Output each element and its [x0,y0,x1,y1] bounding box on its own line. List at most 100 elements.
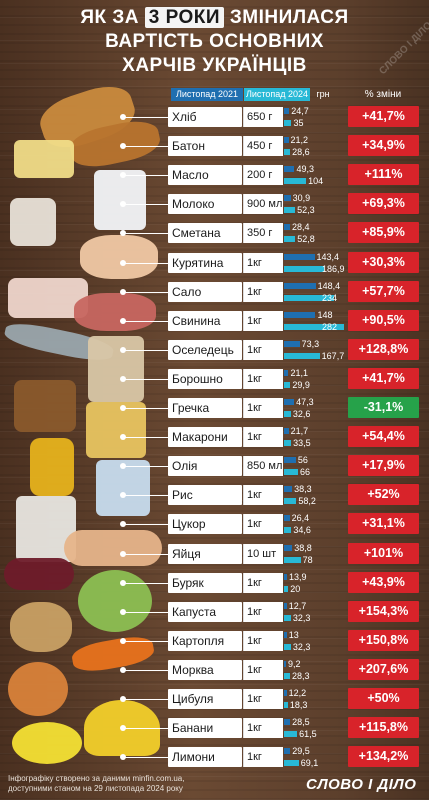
pointer-line [124,524,168,526]
product-unit: 10 шт [243,543,283,564]
value-label-nov-2021: 73,3 [301,338,320,349]
pointer-line [124,553,168,555]
product-name: Олія [168,456,242,477]
pointer-line [124,146,168,148]
table-row: Сало 1кг 148,4 234 +57,7% [0,278,429,306]
lemon-illustration [12,722,82,764]
table-row: Хліб 650 г 24,7 35 +41,7% [0,103,429,131]
bar-nov-2021 [284,457,296,464]
bar-nov-2024 [284,731,298,738]
pointer-dot [120,143,126,150]
table-row: Морква 1кг 9,2 28,3 +207,6% [0,656,429,684]
onion-illustration [8,662,68,716]
table-row: Капуста 1кг 12,7 32,3 +154,3% [0,598,429,626]
product-unit: 1кг [243,630,283,651]
change-badge: +85,9% [348,222,419,244]
product-unit: 1кг [243,485,283,506]
product-name: Курятина [168,252,242,273]
bar-nov-2024 [284,440,292,447]
table-row: Молоко 900 мл 30,9 52,3 +69,3% [0,190,429,218]
table-row: Яйця 10 шт 38,8 78 +101% [0,540,429,568]
product-unit: 850 мл [243,456,283,477]
bar-nov-2021 [284,748,291,755]
pointer-line [124,466,168,468]
product-unit: 1кг [243,659,283,680]
bar-nov-2021 [284,544,293,551]
pointer-line [124,175,168,177]
pointer-line [124,233,168,235]
product-name: Свинина [168,310,242,331]
product-name: Капуста [168,601,242,622]
table-row: Банани 1кг 28,5 61,5 +115,8% [0,714,429,742]
bar-nov-2021 [284,108,290,114]
table-row: Буряк 1кг 13,9 20 +43,9% [0,569,429,597]
value-label-nov-2024: 34,6 [293,525,311,536]
value-label-nov-2024: 35 [293,118,304,128]
bar-nov-2021 [284,399,295,405]
value-label-nov-2021: 21,2 [290,135,309,146]
product-name: Батон [168,136,242,157]
bar-nov-2024 [284,702,288,708]
product-unit: 1кг [243,339,283,360]
value-label-nov-2024: 52,3 [297,205,315,216]
value-label-nov-2021: 148 [317,309,333,320]
bar-nov-2021 [284,253,315,260]
product-name: Оселедець [168,339,242,360]
potato-illustration [10,602,72,652]
pointer-dot [120,521,126,528]
bar-nov-2024 [284,643,291,650]
bar-nov-2024 [284,149,291,156]
pointer-line [124,291,168,293]
bar-nov-2021 [284,428,289,435]
bar-nov-2021 [284,515,290,522]
value-label-nov-2021: 38,8 [294,542,312,553]
table-row: Макарони 1кг 21,7 33,5 +54,4% [0,423,429,451]
pointer-dot [120,725,126,732]
table-row: Гречка 1кг 47,3 32,6 -31,1% [0,394,429,422]
product-name: Сметана [168,223,242,244]
value-label-nov-2024: 18,3 [289,700,308,710]
pointer-dot [120,114,126,120]
value-label-nov-2021: 29,5 [292,746,310,757]
bar-nov-2021 [284,311,316,318]
change-badge: +54,4% [348,426,419,448]
chicken-illustration [80,235,158,279]
value-label-nov-2021: 21,7 [290,426,309,437]
pointer-line [124,437,168,439]
pointer-dot [120,346,126,353]
product-unit: 450 г [243,136,283,157]
change-badge: +90,5% [348,309,419,331]
value-label-nov-2024: 167,7 [321,350,345,361]
bar-nov-2024 [284,411,291,417]
bar-nov-2021 [284,224,291,231]
value-label-nov-2024: 20 [290,583,301,594]
pointer-line [124,320,168,322]
product-name: Морква [168,659,242,680]
bar-nov-2021 [284,137,289,144]
value-label-nov-2024: 78 [302,554,313,565]
bar-nov-2021 [284,282,316,289]
pork-illustration [74,293,156,331]
value-label-nov-2024: 282 [322,321,338,332]
change-header: % зміни [364,89,402,100]
product-name: Молоко [168,194,242,215]
flour-illustration [88,336,144,402]
product-unit: 650 г [243,107,283,127]
value-label-nov-2024: 32,6 [292,409,311,419]
value-label-nov-2021: 26,4 [291,513,310,524]
bar-nov-2024 [284,207,296,214]
product-unit: 1кг [243,398,283,418]
bar-nov-2021 [284,719,291,726]
table-row: Картопля 1кг 13 32,3 +150,8% [0,627,429,655]
value-label-nov-2021: 13,9 [288,571,307,582]
pointer-dot [120,666,126,673]
change-badge: +111% [348,164,419,186]
logo: СЛОВО І ДІЛО [306,776,417,793]
change-badge: +154,3% [348,600,419,622]
value-label-nov-2024: 69,1 [300,758,319,769]
change-badge: +43,9% [348,571,419,593]
cabbage-illustration [78,570,152,632]
value-label-nov-2021: 47,3 [296,397,314,407]
bar-nov-2024 [284,265,324,272]
pointer-line [124,699,168,700]
